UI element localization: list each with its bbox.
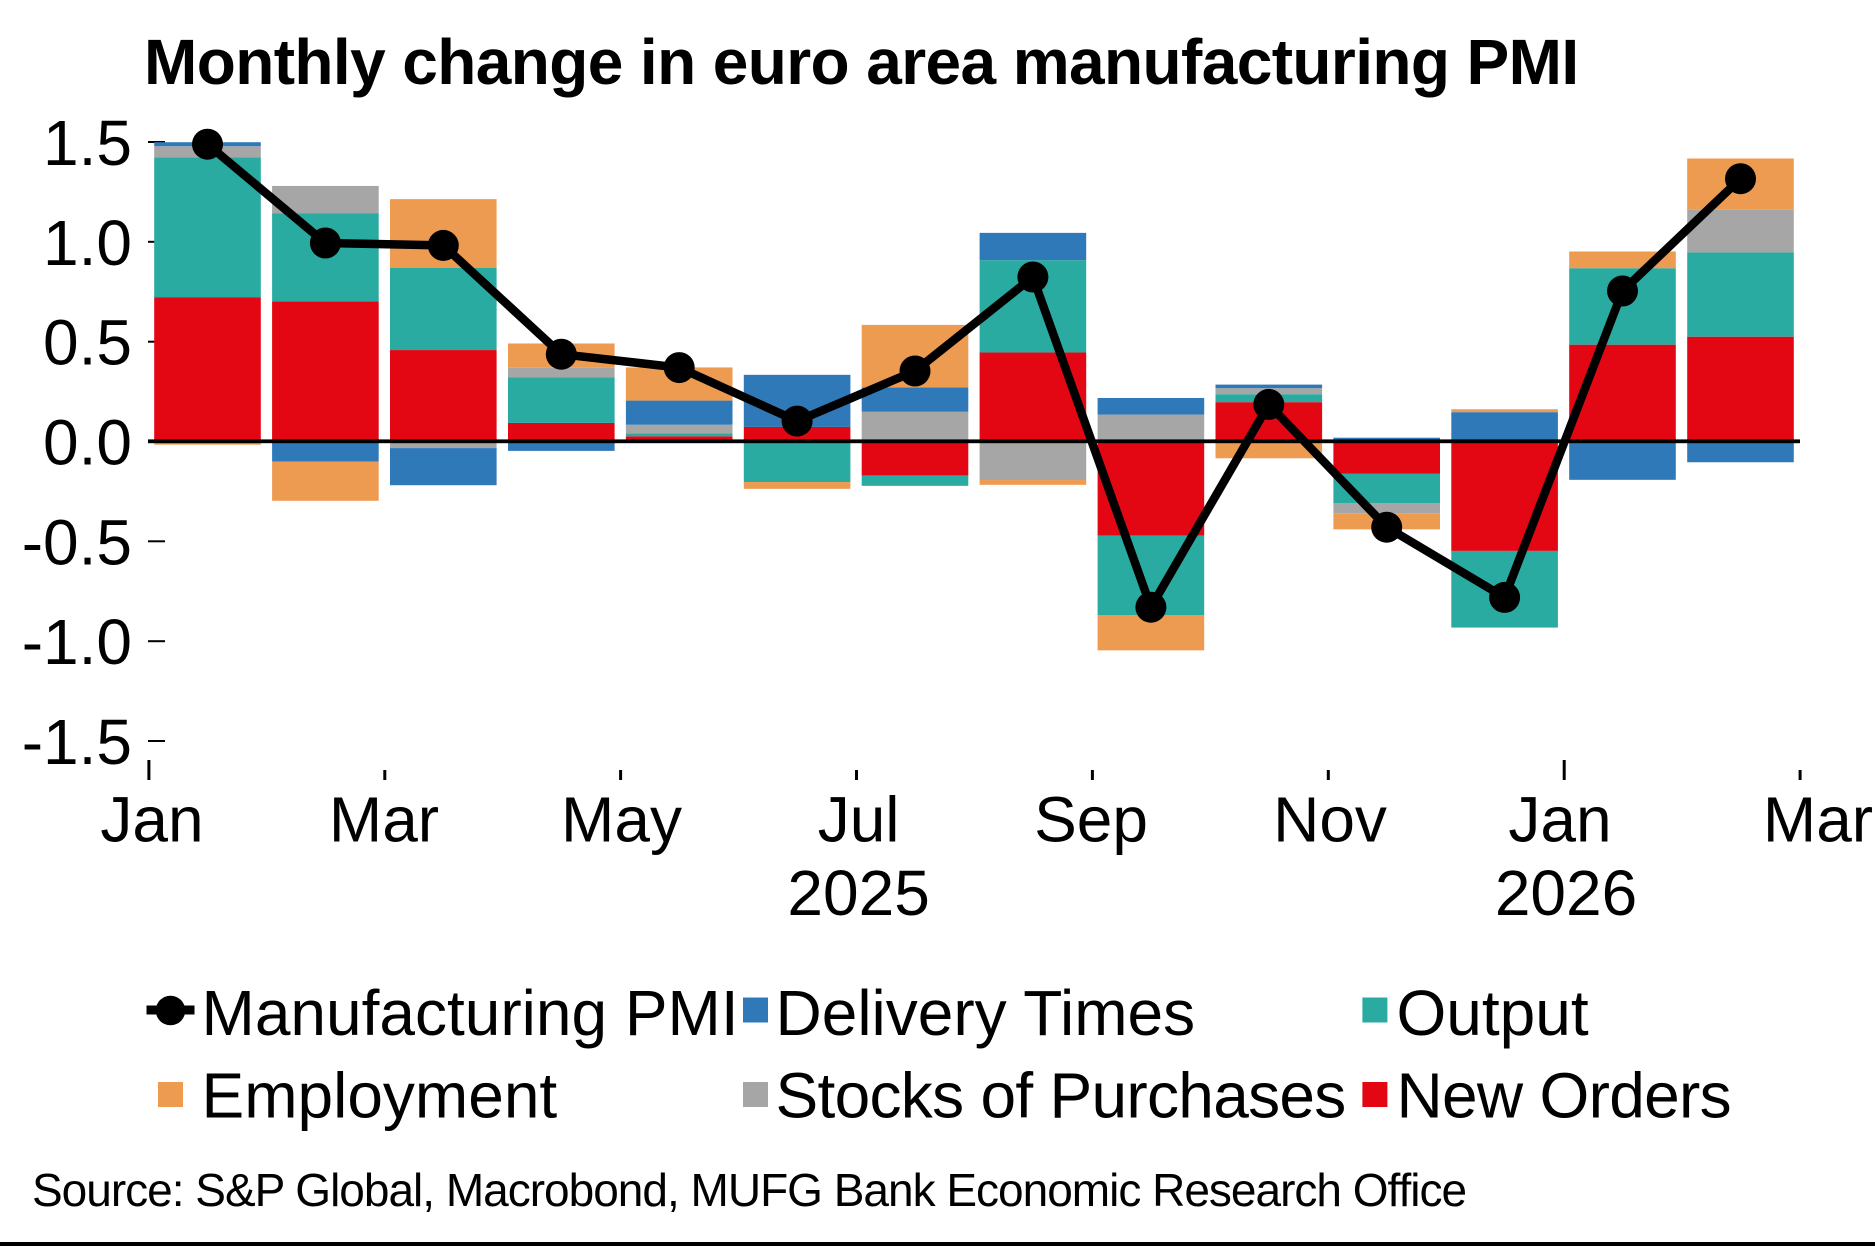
svg-text:Jul: Jul: [818, 784, 900, 856]
svg-text:Nov: Nov: [1273, 784, 1387, 856]
svg-text:-0.5: -0.5: [22, 506, 132, 578]
svg-text:Mar: Mar: [329, 784, 439, 856]
svg-text:May: May: [561, 784, 682, 856]
svg-text:Delivery Times: Delivery Times: [776, 977, 1196, 1049]
svg-text:1.0: 1.0: [43, 207, 132, 279]
svg-text:2025: 2025: [787, 857, 929, 929]
svg-text:-1.5: -1.5: [22, 706, 132, 778]
svg-text:New Orders: New Orders: [1397, 1060, 1731, 1132]
svg-text:Jan: Jan: [1508, 784, 1611, 856]
svg-text:2026: 2026: [1495, 857, 1637, 929]
svg-text:-1.0: -1.0: [22, 606, 132, 678]
svg-text:Mar: Mar: [1763, 784, 1873, 856]
svg-text:Source: S&P Global, Macrobond,: Source: S&P Global, Macrobond, MUFG Bank…: [32, 1164, 1466, 1216]
svg-text:0.0: 0.0: [43, 407, 132, 479]
svg-text:Employment: Employment: [202, 1060, 558, 1132]
svg-text:Sep: Sep: [1034, 784, 1148, 856]
svg-text:Monthly change in euro area ma: Monthly change in euro area manufacturin…: [144, 26, 1579, 98]
svg-text:0.5: 0.5: [43, 307, 132, 379]
svg-text:Manufacturing PMI: Manufacturing PMI: [202, 977, 739, 1049]
svg-text:Stocks of Purchases: Stocks of Purchases: [776, 1060, 1346, 1132]
svg-text:1.5: 1.5: [43, 107, 132, 179]
svg-text:Output: Output: [1397, 977, 1589, 1049]
svg-text:Jan: Jan: [100, 784, 203, 856]
